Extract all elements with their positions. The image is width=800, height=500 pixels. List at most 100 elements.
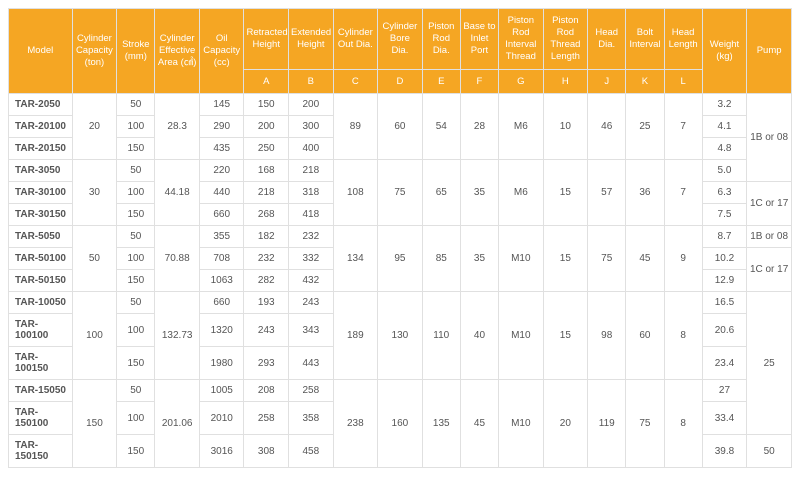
table-row: TAR-1005010050132.7366019324318913011040… bbox=[9, 292, 792, 314]
cell-A: 218 bbox=[244, 182, 289, 204]
cell-oil: 1980 bbox=[199, 347, 244, 380]
cell-L: 7 bbox=[664, 94, 702, 160]
cell-pump: 1C or 17 bbox=[747, 182, 792, 226]
cell-pump: 25 bbox=[747, 292, 792, 435]
cell-A: 200 bbox=[244, 116, 289, 138]
cell-H: 15 bbox=[543, 160, 588, 226]
hdr-inlet: Base to Inlet Port bbox=[460, 9, 498, 70]
cell-K: 25 bbox=[626, 94, 664, 160]
hdr-boredia: Cylinder Bore Dia. bbox=[378, 9, 423, 70]
cell-B: 300 bbox=[289, 116, 334, 138]
cell-A: 293 bbox=[244, 347, 289, 380]
hdr-F: F bbox=[460, 69, 498, 94]
cell-L: 9 bbox=[664, 226, 702, 292]
cell-G: M6 bbox=[499, 160, 544, 226]
cell-D: 95 bbox=[378, 226, 423, 292]
cell-E: 110 bbox=[422, 292, 460, 380]
cell-B: 418 bbox=[289, 204, 334, 226]
cell-weight: 3.2 bbox=[702, 94, 747, 116]
cell-weight: 39.8 bbox=[702, 435, 747, 468]
cell-J: 75 bbox=[588, 226, 626, 292]
hdr-model: Model bbox=[9, 9, 73, 94]
cell-weight: 16.5 bbox=[702, 292, 747, 314]
cell-model: TAR-3050 bbox=[9, 160, 73, 182]
cell-C: 89 bbox=[333, 94, 378, 160]
cell-C: 189 bbox=[333, 292, 378, 380]
cell-pump: 1B or 08 bbox=[747, 226, 792, 248]
hdr-C: C bbox=[333, 69, 378, 94]
cell-A: 250 bbox=[244, 138, 289, 160]
cell-D: 130 bbox=[378, 292, 423, 380]
hdr-B: B bbox=[289, 69, 334, 94]
cell-area: 44.18 bbox=[155, 160, 200, 226]
cell-model: TAR-10050 bbox=[9, 292, 73, 314]
cell-weight: 33.4 bbox=[702, 402, 747, 435]
cell-J: 98 bbox=[588, 292, 626, 380]
cell-J: 119 bbox=[588, 380, 626, 468]
hdr-pump: Pump bbox=[747, 9, 792, 94]
cell-stroke: 100 bbox=[117, 116, 155, 138]
hdr-outdia: Cylinder Out Dia. bbox=[333, 9, 378, 70]
cell-model: TAR-30150 bbox=[9, 204, 73, 226]
cell-oil: 708 bbox=[199, 248, 244, 270]
hdr-headdia: Head Dia. bbox=[588, 9, 626, 70]
cell-stroke: 150 bbox=[117, 347, 155, 380]
cell-H: 20 bbox=[543, 380, 588, 468]
cell-stroke: 100 bbox=[117, 314, 155, 347]
cell-pump: 1B or 08 bbox=[747, 94, 792, 182]
cell-stroke: 150 bbox=[117, 435, 155, 468]
cell-stroke: 50 bbox=[117, 94, 155, 116]
hdr-G: G bbox=[499, 69, 544, 94]
cell-F: 35 bbox=[460, 226, 498, 292]
cell-model: TAR-100100 bbox=[9, 314, 73, 347]
hdr-oil: Oil Capacity (cc) bbox=[199, 9, 244, 94]
cell-B: 243 bbox=[289, 292, 334, 314]
cell-weight: 12.9 bbox=[702, 270, 747, 292]
cell-C: 134 bbox=[333, 226, 378, 292]
cell-D: 75 bbox=[378, 160, 423, 226]
cell-stroke: 150 bbox=[117, 204, 155, 226]
cell-model: TAR-150100 bbox=[9, 402, 73, 435]
table-body: TAR-2050205028.314515020089605428M610462… bbox=[9, 94, 792, 468]
cell-L: 8 bbox=[664, 292, 702, 380]
cell-oil: 355 bbox=[199, 226, 244, 248]
table-row: TAR-3050305044.18220168218108756535M6155… bbox=[9, 160, 792, 182]
cell-H: 15 bbox=[543, 226, 588, 292]
cell-oil: 660 bbox=[199, 292, 244, 314]
table-row: TAR-5050505070.88355182232134958535M1015… bbox=[9, 226, 792, 248]
cell-weight: 10.2 bbox=[702, 248, 747, 270]
cell-stroke: 50 bbox=[117, 292, 155, 314]
cell-A: 168 bbox=[244, 160, 289, 182]
cell-oil: 3016 bbox=[199, 435, 244, 468]
cell-G: M10 bbox=[499, 226, 544, 292]
hdr-area: Cylinder Effective Area (㎠) bbox=[155, 9, 200, 94]
cell-B: 432 bbox=[289, 270, 334, 292]
cell-K: 45 bbox=[626, 226, 664, 292]
cell-J: 57 bbox=[588, 160, 626, 226]
table-header: Model Cylinder Capacity (ton) Stroke (mm… bbox=[9, 9, 792, 94]
cell-B: 358 bbox=[289, 402, 334, 435]
hdr-J: J bbox=[588, 69, 626, 94]
cell-F: 35 bbox=[460, 160, 498, 226]
cell-K: 75 bbox=[626, 380, 664, 468]
cell-oil: 1005 bbox=[199, 380, 244, 402]
cell-weight: 7.5 bbox=[702, 204, 747, 226]
cell-B: 218 bbox=[289, 160, 334, 182]
cell-weight: 6.3 bbox=[702, 182, 747, 204]
cell-B: 318 bbox=[289, 182, 334, 204]
cell-oil: 1320 bbox=[199, 314, 244, 347]
cell-B: 458 bbox=[289, 435, 334, 468]
hdr-weight: Weight (kg) bbox=[702, 9, 747, 94]
cell-stroke: 100 bbox=[117, 248, 155, 270]
cell-stroke: 50 bbox=[117, 380, 155, 402]
hdr-L: L bbox=[664, 69, 702, 94]
cell-model: TAR-20100 bbox=[9, 116, 73, 138]
cell-weight: 23.4 bbox=[702, 347, 747, 380]
cell-B: 400 bbox=[289, 138, 334, 160]
cell-D: 160 bbox=[378, 380, 423, 468]
cell-oil: 660 bbox=[199, 204, 244, 226]
hdr-thread: Piston Rod Interval Thread bbox=[499, 9, 544, 70]
hdr-extended: Extended Height bbox=[289, 9, 334, 70]
cell-model: TAR-30100 bbox=[9, 182, 73, 204]
cell-E: 65 bbox=[422, 160, 460, 226]
